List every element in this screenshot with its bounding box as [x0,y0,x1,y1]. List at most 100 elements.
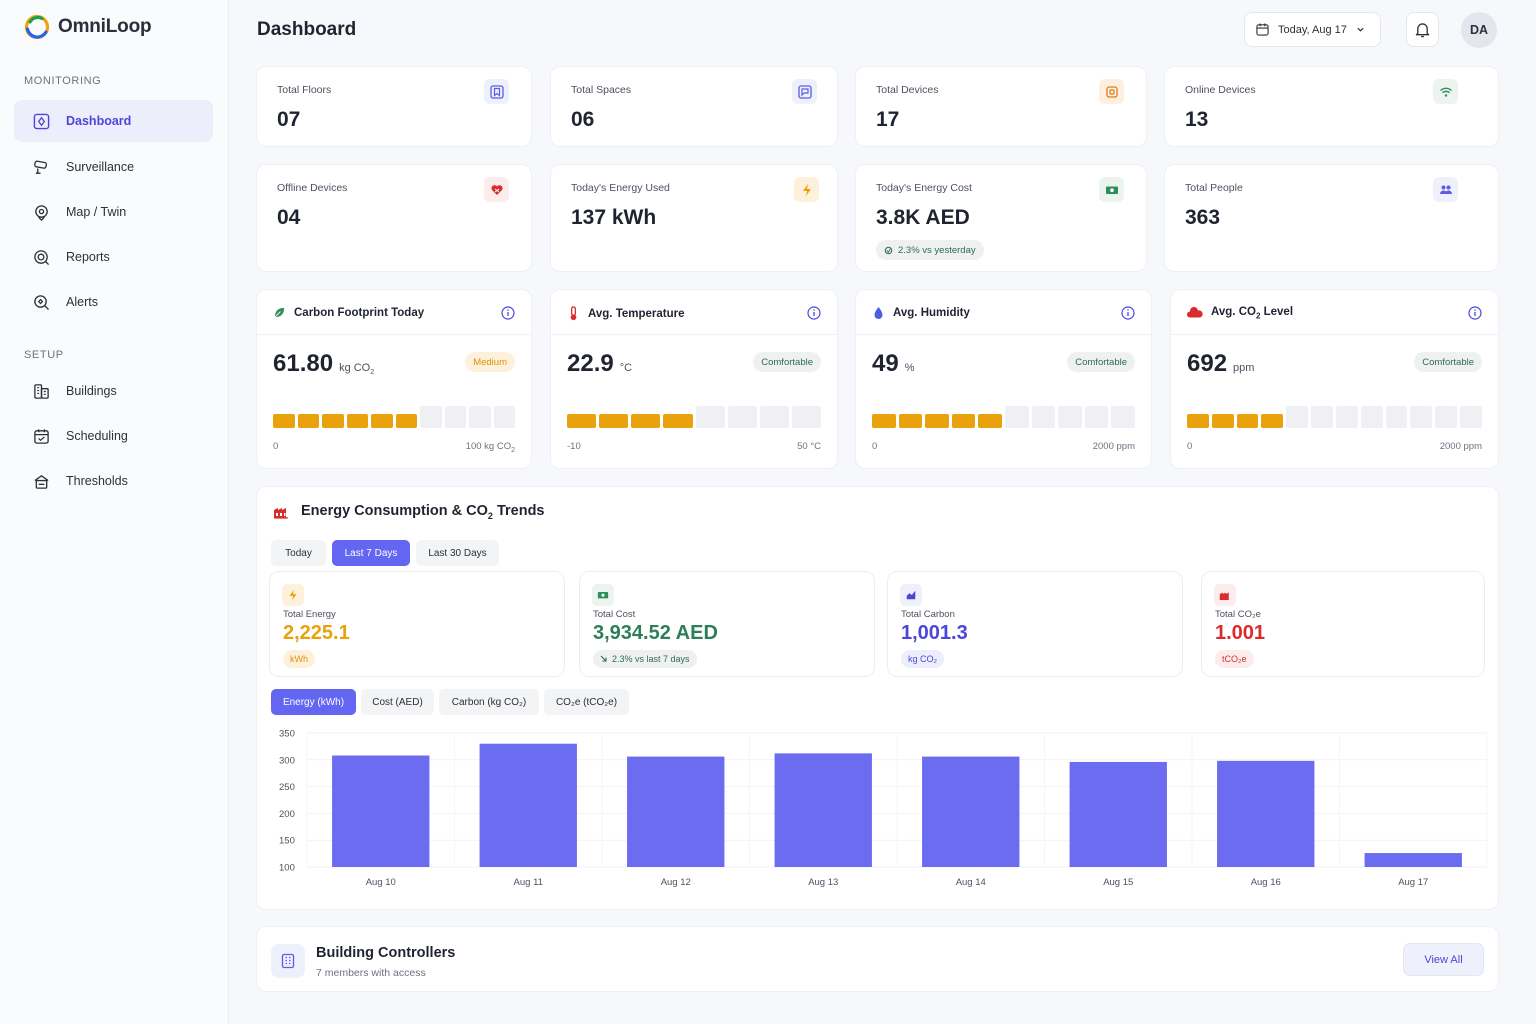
lightning-icon [794,177,819,202]
bar[interactable] [479,743,577,867]
notifications-button[interactable] [1406,12,1439,47]
summary-card-total-co2e: Total CO₂e 1.001 tCO₂e [1201,571,1485,677]
gauge-card-carbon: Carbon Footprint Today 61.80 kg CO2 Medi… [256,289,532,469]
omniloop-logo-icon [24,14,50,40]
tab-today[interactable]: Today [271,540,326,566]
cloud-icon [1187,306,1203,320]
view-all-button[interactable]: View All [1403,943,1484,976]
sidebar-item-dashboard[interactable]: Dashboard [14,100,213,142]
level-segment-empty [727,406,757,428]
level-segment-empty [695,406,725,428]
level-segment-filled [297,414,319,428]
gauge-value-number: 22.9 [567,350,614,377]
gauge-title-text: Carbon Footprint Today [294,306,425,319]
bar[interactable] [774,753,872,867]
gauge-card-co2: Avg. CO2 Level 692 ppm Comfortable 0 200… [1170,289,1499,469]
sidebar-item-map-twin[interactable]: Map / Twin [14,191,213,233]
stat-label: Today's Energy Cost [876,182,972,194]
stat-value: 07 [277,108,301,131]
date-picker-button[interactable]: Today, Aug 17 [1244,12,1381,47]
tab-cost-aed[interactable]: Cost (AED) [361,689,434,715]
x-tick-label: Aug 14 [956,877,986,888]
bar[interactable] [627,756,725,867]
gauge-max: 2000 ppm [1439,441,1482,452]
info-icon[interactable] [1468,306,1482,320]
level-segment-filled [1187,414,1209,428]
level-segment-filled [599,414,629,428]
stat-value: 17 [876,108,900,131]
gauge-value-number: 692 [1187,350,1228,377]
sidebar-item-scheduling[interactable]: Scheduling [14,415,213,457]
level-segment-empty [1460,406,1482,428]
droplet-icon [872,306,885,320]
bar[interactable] [922,756,1020,867]
divider [551,334,837,335]
calendar-icon [32,427,50,445]
building-icon [271,944,305,978]
x-tick-label: Aug 12 [661,877,691,888]
bar[interactable] [1069,761,1167,867]
summary-value: 1.001 [1215,622,1266,644]
x-tick-label: Aug 15 [1103,877,1133,888]
summary-unit-tag: tCO₂e [1215,650,1254,668]
gauge-title: Avg. Humidity [872,306,970,320]
bar[interactable] [332,755,430,867]
tab-co2e[interactable]: CO₂e (tCO₂e) [544,689,629,715]
tab-last-7-days[interactable]: Last 7 Days [332,540,410,566]
bar[interactable] [1217,760,1315,867]
sidebar-item-reports[interactable]: Reports [14,236,213,278]
controllers-title: Building Controllers [316,945,456,961]
x-tick-label: Aug 13 [808,877,838,888]
stat-label: Total Spaces [571,84,632,96]
trends-title: Energy Consumption & CO2 Trends [273,503,545,521]
gauge-value-number: 61.80 [273,350,334,377]
energy-trends-panel: Energy Consumption & CO2 Trends Today La… [256,486,1499,910]
tab-last-30-days[interactable]: Last 30 Days [416,540,499,566]
factory-icon [1214,584,1236,606]
level-segment-empty [1335,406,1358,428]
sidebar-item-buildings[interactable]: Buildings [14,370,213,412]
camera-icon [32,158,50,176]
sidebar-item-label: Thresholds [66,474,128,488]
stat-card-total-floors: Total Floors 07 [256,66,532,147]
bar[interactable] [1364,853,1462,867]
tab-carbon-kg[interactable]: Carbon (kg CO₂) [439,689,539,715]
status-badge: Medium [465,352,515,372]
stat-card-total-people: Total People 363 [1164,164,1499,272]
page-title: Dashboard [257,19,357,40]
summary-unit-tag: kg CO₂ [901,650,944,668]
people-icon [1433,177,1458,202]
gauge-value: 49 % [872,350,914,378]
divider [257,334,531,335]
summary-value: 1,001.3 [901,622,968,644]
gauge-card-temperature: Avg. Temperature 22.9 °C Comfortable -10… [550,289,838,469]
trend-down-icon [600,655,608,663]
sidebar-item-label: Scheduling [66,429,128,443]
level-segment-filled [1261,414,1284,428]
stat-label: Total Devices [876,84,939,96]
sidebar-item-surveillance[interactable]: Surveillance [14,146,213,188]
level-segment-filled [898,414,923,428]
gauge-unit: % [904,362,915,374]
stat-card-energy-cost: Today's Energy Cost 3.8K AED 2.3% vs yes… [855,164,1147,272]
info-icon[interactable] [1121,306,1135,320]
level-segment-empty [1058,406,1082,428]
gauge-title: Avg. CO2 Level [1187,306,1293,320]
alerts-icon [32,293,50,311]
level-segment-filled [371,414,393,428]
bell-icon [1415,22,1430,38]
sidebar-item-alerts[interactable]: Alerts [14,281,213,323]
level-segment-filled [872,414,896,428]
bookmark-icon [484,79,509,104]
summary-unit-tag: kWh [283,650,315,668]
info-icon[interactable] [501,306,515,320]
stat-card-energy-used: Today's Energy Used 137 kWh [550,164,838,272]
info-icon[interactable] [807,306,821,320]
monitoring-section-label: MONITORING [24,75,102,87]
summary-card-total-energy: Total Energy 2,225.1 kWh [269,571,565,677]
x-tick-label: Aug 10 [366,877,396,888]
sidebar-item-thresholds[interactable]: Thresholds [14,460,213,502]
logo[interactable]: OmniLoop [24,14,152,40]
tab-energy-kwh[interactable]: Energy (kWh) [271,689,356,715]
avatar[interactable]: DA [1461,12,1497,48]
